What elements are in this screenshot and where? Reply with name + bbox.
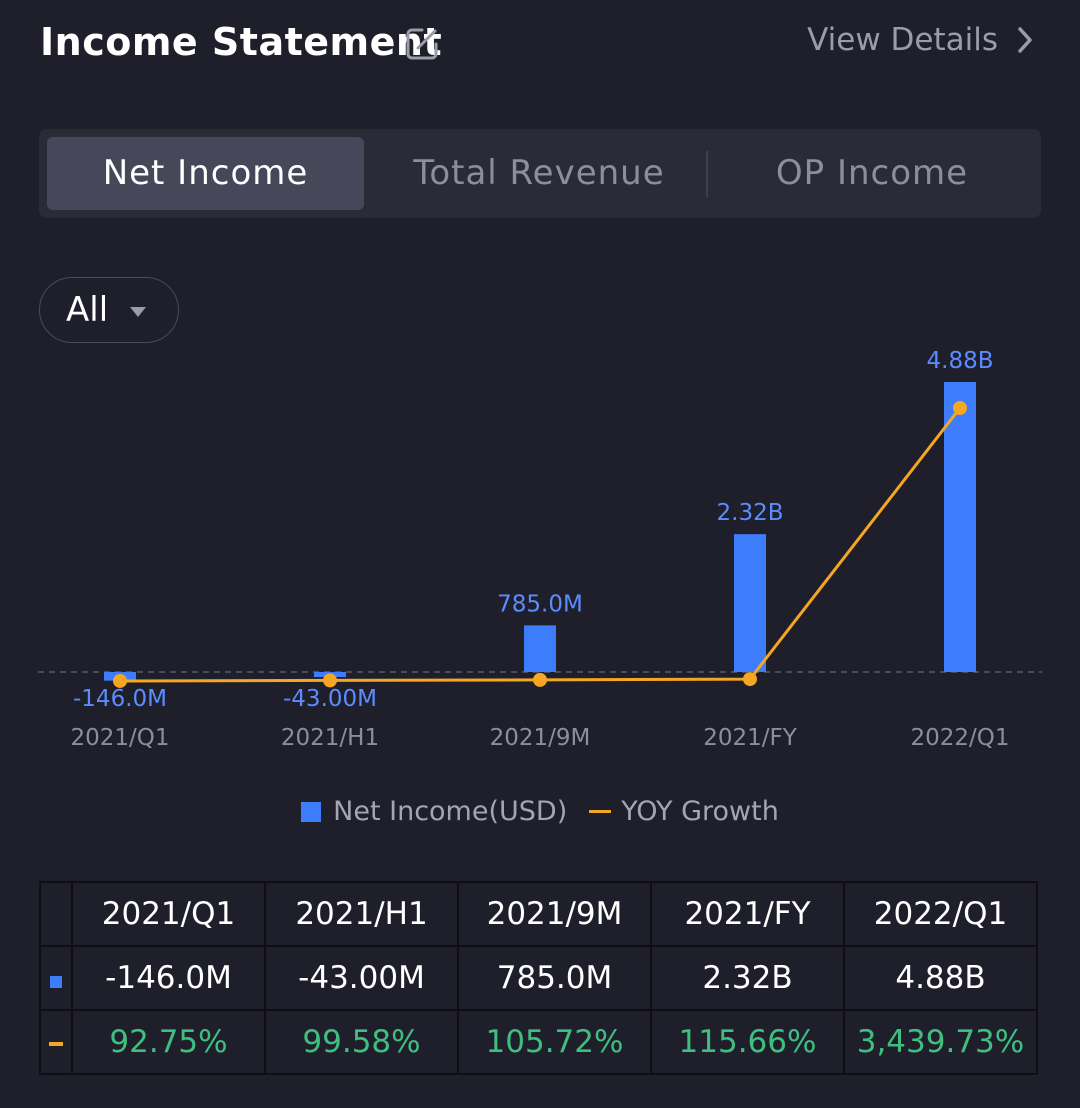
x-tick-label: 2021/H1	[281, 725, 379, 751]
view-details-link[interactable]: View Details	[807, 22, 1034, 58]
table-col-header: 2021/H1	[264, 881, 459, 947]
table-cell: 2.32B	[650, 945, 845, 1011]
table-col-header: 2021/Q1	[71, 881, 266, 947]
chart-legend: Net Income(USD) YOY Growth	[0, 796, 1080, 827]
yoy-point	[533, 672, 547, 687]
net-income-bar	[734, 534, 766, 672]
tab-divider	[706, 151, 708, 197]
yoy-legend-marker	[589, 810, 612, 813]
table-cell: 3,439.73%	[843, 1009, 1038, 1075]
period-filter-dropdown[interactable]: All	[39, 277, 179, 343]
table-cell: 92.75%	[71, 1009, 266, 1075]
caret-down-icon	[130, 307, 147, 317]
chevron-right-icon	[1018, 27, 1032, 53]
table-cell: 4.88B	[843, 945, 1038, 1011]
bar-value-label: 2.32B	[717, 500, 784, 526]
edit-icon[interactable]	[404, 26, 440, 62]
table-row-net-income: -146.0M -43.00M 785.0M 2.32B 4.88B	[39, 945, 1038, 1011]
net-income-bar	[524, 625, 556, 672]
net-income-legend-label: Net Income(USD)	[333, 796, 568, 827]
x-tick-label: 2021/9M	[490, 725, 591, 751]
table-corner	[39, 881, 73, 947]
metric-tabs: Net Income Total Revenue OP Income	[39, 129, 1041, 218]
yoy-point	[113, 673, 127, 688]
income-chart: -146.0M -43.00M 785.0M 2.32B 4.88B 2021/Q1 202…	[38, 348, 1042, 751]
yoy-legend-label: YOY Growth	[621, 796, 779, 827]
yoy-point	[953, 401, 967, 415]
view-details-label: View Details	[807, 22, 998, 58]
x-tick-label: 2021/FY	[703, 725, 798, 751]
table-col-header: 2021/9M	[457, 881, 652, 947]
x-tick-label: 2021/Q1	[70, 725, 169, 751]
table-col-header: 2022/Q1	[843, 881, 1038, 947]
tab-op-income[interactable]: OP Income	[775, 153, 969, 193]
net-income-row-marker	[39, 945, 73, 1011]
net-income-bar	[944, 382, 976, 672]
x-tick-label: 2022/Q1	[910, 725, 1009, 751]
table-cell: 99.58%	[264, 1009, 459, 1075]
income-table: 2021/Q1 2021/H1 2021/9M 2021/FY 2022/Q1 …	[39, 881, 1038, 1075]
table-col-header: 2021/FY	[650, 881, 845, 947]
bar-value-label: 785.0M	[497, 591, 583, 617]
tab-total-revenue[interactable]: Total Revenue	[413, 153, 665, 193]
period-filter-value: All	[66, 290, 109, 330]
bar-value-label: 4.88B	[927, 348, 994, 374]
yoy-point	[743, 672, 757, 687]
bar-value-label: -146.0M	[73, 686, 167, 712]
table-cell: -146.0M	[71, 945, 266, 1011]
yoy-row-marker	[39, 1009, 73, 1075]
table-header-row: 2021/Q1 2021/H1 2021/9M 2021/FY 2022/Q1	[39, 881, 1038, 947]
table-cell: -43.00M	[264, 945, 459, 1011]
page-title: Income Statement	[40, 20, 443, 64]
net-income-legend-marker	[301, 801, 322, 822]
table-cell: 105.72%	[457, 1009, 652, 1075]
yoy-point	[323, 673, 337, 688]
table-cell: 115.66%	[650, 1009, 845, 1075]
tab-net-income[interactable]: Net Income	[47, 137, 364, 210]
table-cell: 785.0M	[457, 945, 652, 1011]
bar-value-label: -43.00M	[283, 686, 377, 712]
table-row-yoy: 92.75% 99.58% 105.72% 115.66% 3,439.73%	[39, 1009, 1038, 1075]
